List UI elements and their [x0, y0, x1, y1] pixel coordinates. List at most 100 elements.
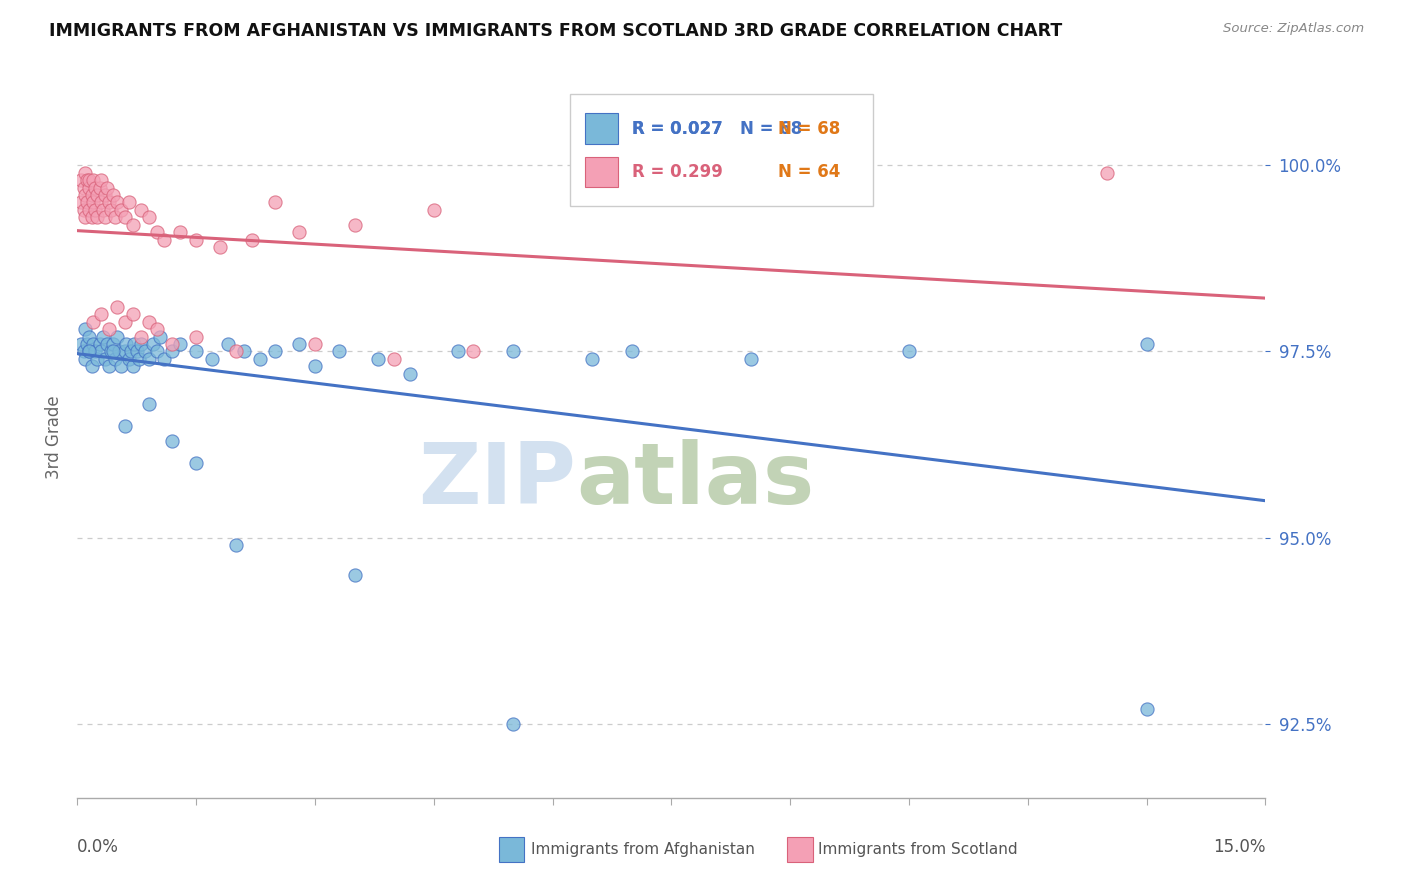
Point: [75, 188, 97, 202]
Text: Immigrants from Afghanistan: Immigrants from Afghanistan: [531, 842, 755, 856]
Point: [249, 351, 271, 366]
Point: [288, 225, 311, 239]
Point: [217, 337, 239, 351]
Point: [105, 195, 128, 210]
Point: [121, 218, 143, 232]
Point: [96, 180, 118, 194]
Point: [343, 218, 366, 232]
Point: [75, 211, 97, 225]
Point: [225, 344, 247, 359]
Point: [114, 418, 136, 433]
Point: [100, 344, 122, 359]
Point: [153, 233, 176, 247]
Point: [83, 202, 105, 217]
Point: [288, 337, 311, 351]
Point: [82, 337, 104, 351]
Point: [75, 166, 97, 180]
Point: [86, 188, 108, 202]
Text: N = 64: N = 64: [779, 163, 841, 181]
FancyBboxPatch shape: [571, 94, 873, 206]
Point: [740, 351, 762, 366]
Text: R = 0.027: R = 0.027: [633, 120, 723, 137]
Point: [73, 202, 96, 217]
Point: [125, 344, 148, 359]
Point: [1136, 337, 1159, 351]
Point: [98, 359, 121, 374]
Point: [145, 225, 167, 239]
Point: [77, 344, 100, 359]
Point: [225, 538, 247, 552]
Point: [153, 351, 176, 366]
Point: [581, 351, 603, 366]
Point: [134, 344, 156, 359]
Point: [101, 188, 124, 202]
Point: [89, 337, 111, 351]
Point: [101, 344, 124, 359]
Text: ZIP: ZIP: [419, 439, 576, 522]
Point: [328, 344, 350, 359]
Point: [162, 344, 184, 359]
Point: [94, 351, 117, 366]
Point: [502, 716, 524, 731]
Bar: [585, 113, 617, 144]
Point: [162, 434, 184, 448]
Point: [77, 344, 100, 359]
Point: [86, 351, 108, 366]
Text: Immigrants from Scotland: Immigrants from Scotland: [818, 842, 1018, 856]
Point: [80, 188, 103, 202]
Point: [94, 188, 117, 202]
Point: [304, 359, 326, 374]
Point: [446, 344, 468, 359]
Point: [145, 344, 167, 359]
Point: [104, 211, 127, 225]
Point: [186, 329, 208, 343]
Point: [186, 456, 208, 470]
Point: [96, 337, 118, 351]
Point: [77, 202, 100, 217]
Point: [90, 195, 112, 210]
Point: [83, 180, 105, 194]
Point: [118, 351, 141, 366]
Point: [264, 344, 287, 359]
Point: [149, 329, 172, 343]
Point: [121, 359, 143, 374]
Point: [91, 202, 114, 217]
Point: [77, 329, 100, 343]
Point: [90, 307, 112, 321]
Point: [1095, 166, 1118, 180]
Point: [105, 329, 128, 343]
Point: [201, 351, 224, 366]
Point: [124, 337, 146, 351]
Point: [128, 351, 150, 366]
Point: [76, 173, 98, 187]
Point: [110, 202, 132, 217]
Point: [80, 359, 103, 374]
Point: [898, 344, 921, 359]
Text: R = 0.027   N = 68: R = 0.027 N = 68: [633, 120, 803, 137]
Point: [463, 344, 485, 359]
Text: R = 0.299: R = 0.299: [633, 163, 723, 181]
Point: [89, 180, 111, 194]
Point: [118, 195, 141, 210]
Point: [70, 337, 93, 351]
Point: [138, 351, 160, 366]
Point: [169, 225, 191, 239]
Point: [105, 300, 128, 314]
Point: [208, 240, 231, 254]
Point: [502, 344, 524, 359]
Point: [73, 180, 96, 194]
Point: [232, 344, 254, 359]
Point: [98, 322, 121, 336]
Point: [101, 337, 124, 351]
Point: [98, 195, 121, 210]
Point: [423, 202, 446, 217]
Point: [91, 329, 114, 343]
Point: [145, 322, 167, 336]
Point: [100, 202, 122, 217]
Point: [82, 315, 104, 329]
Bar: [585, 157, 617, 187]
Point: [129, 337, 152, 351]
Point: [110, 359, 132, 374]
Point: [138, 315, 160, 329]
Point: [107, 344, 129, 359]
